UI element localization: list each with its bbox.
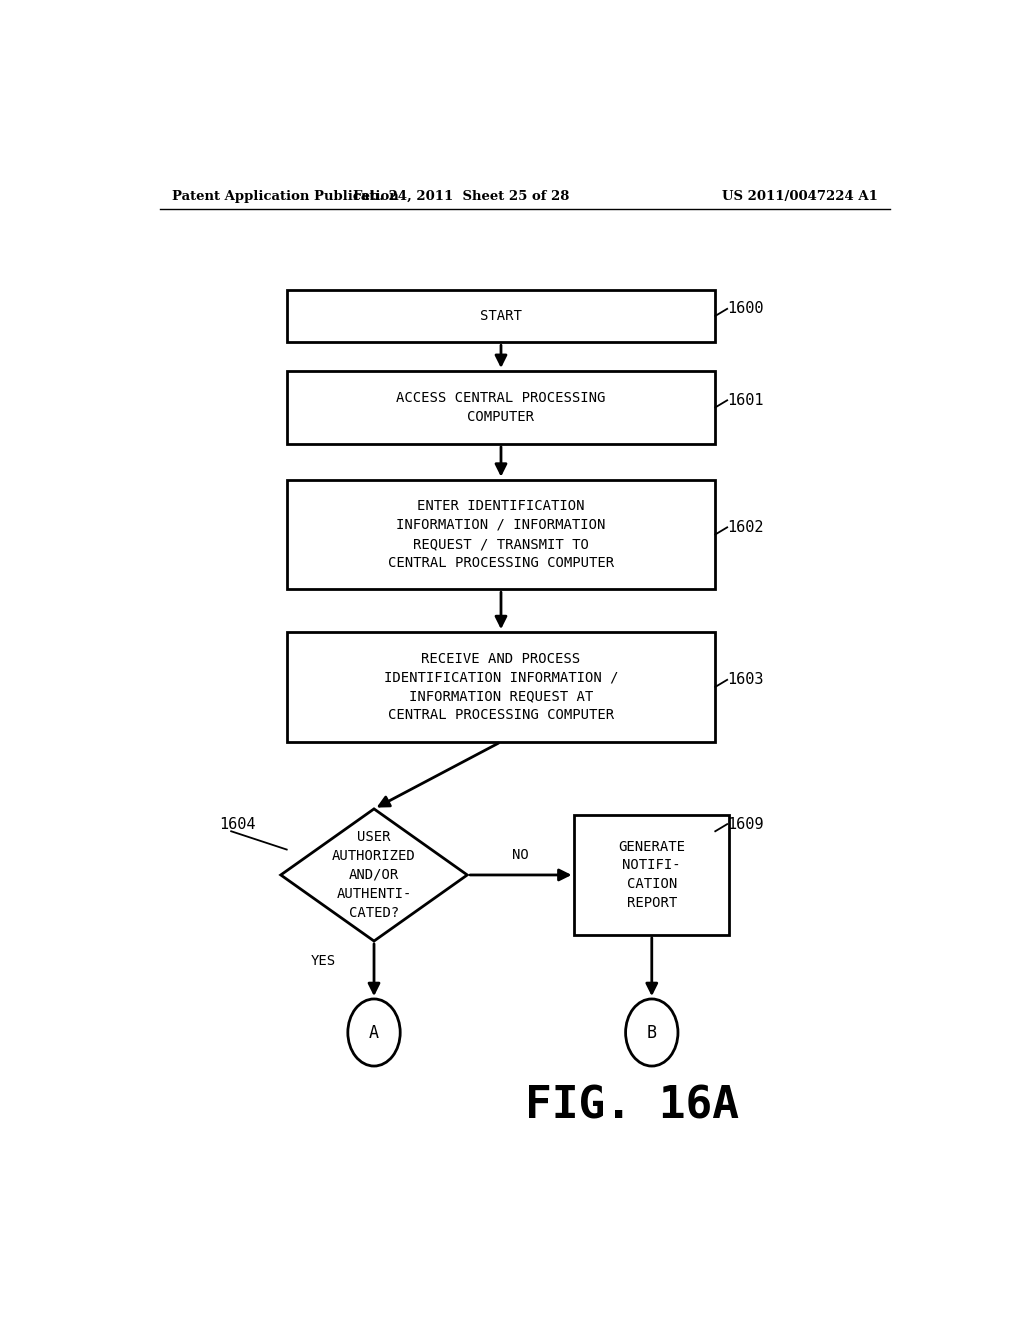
Circle shape bbox=[626, 999, 678, 1067]
Text: START: START bbox=[480, 309, 522, 323]
Text: A: A bbox=[369, 1023, 379, 1041]
Text: NO: NO bbox=[512, 847, 529, 862]
Text: USER
AUTHORIZED
AND/OR
AUTHENTI-
CATED?: USER AUTHORIZED AND/OR AUTHENTI- CATED? bbox=[332, 830, 416, 920]
Text: US 2011/0047224 A1: US 2011/0047224 A1 bbox=[722, 190, 878, 202]
Text: 1602: 1602 bbox=[727, 520, 764, 535]
Text: YES: YES bbox=[311, 954, 336, 969]
Text: GENERATE
NOTIFI-
CATION
REPORT: GENERATE NOTIFI- CATION REPORT bbox=[618, 840, 685, 911]
Text: 1601: 1601 bbox=[727, 393, 764, 408]
FancyBboxPatch shape bbox=[287, 289, 715, 342]
Text: RECEIVE AND PROCESS
IDENTIFICATION INFORMATION /
INFORMATION REQUEST AT
CENTRAL : RECEIVE AND PROCESS IDENTIFICATION INFOR… bbox=[384, 652, 618, 722]
Text: 1604: 1604 bbox=[219, 817, 256, 832]
FancyBboxPatch shape bbox=[287, 632, 715, 742]
Text: ACCESS CENTRAL PROCESSING
COMPUTER: ACCESS CENTRAL PROCESSING COMPUTER bbox=[396, 391, 605, 424]
FancyBboxPatch shape bbox=[287, 371, 715, 444]
FancyBboxPatch shape bbox=[287, 479, 715, 589]
Polygon shape bbox=[281, 809, 467, 941]
Text: FIG. 16A: FIG. 16A bbox=[524, 1084, 738, 1127]
Text: 1603: 1603 bbox=[727, 672, 764, 688]
Text: ENTER IDENTIFICATION
INFORMATION / INFORMATION
REQUEST / TRANSMIT TO
CENTRAL PRO: ENTER IDENTIFICATION INFORMATION / INFOR… bbox=[388, 499, 614, 570]
FancyBboxPatch shape bbox=[574, 814, 729, 935]
Circle shape bbox=[348, 999, 400, 1067]
Text: Feb. 24, 2011  Sheet 25 of 28: Feb. 24, 2011 Sheet 25 of 28 bbox=[353, 190, 569, 202]
Text: B: B bbox=[647, 1023, 656, 1041]
Text: 1600: 1600 bbox=[727, 301, 764, 317]
Text: 1609: 1609 bbox=[727, 817, 764, 832]
Text: Patent Application Publication: Patent Application Publication bbox=[172, 190, 398, 202]
